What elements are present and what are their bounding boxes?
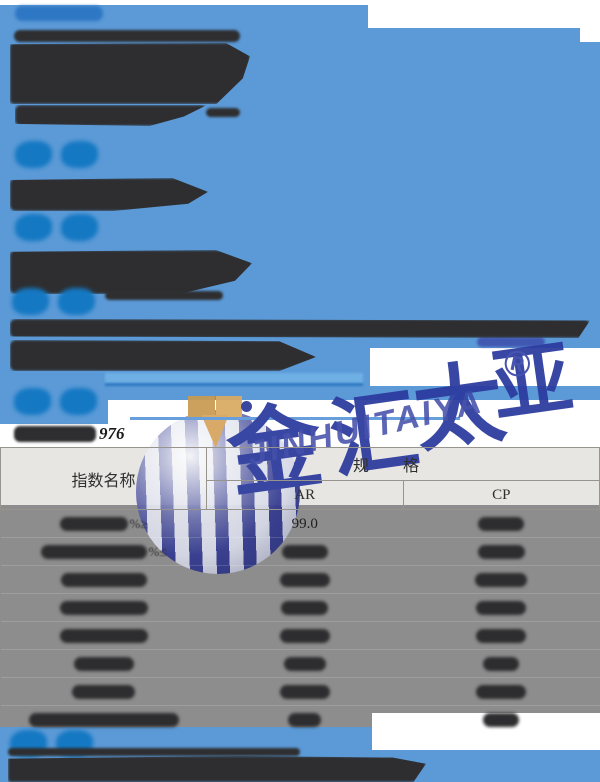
table-cell [206, 649, 403, 678]
blurred-cell-value [281, 600, 329, 615]
blurred-paragraph-bottom [8, 756, 426, 782]
heading-char-blob [60, 388, 97, 415]
blurred-cell-value [283, 656, 326, 671]
watermark-char-ya: 亚 [485, 329, 579, 435]
quality-standard-line: 976 [14, 424, 125, 444]
table-cell [206, 565, 403, 594]
blurred-text-fragment [105, 291, 223, 300]
blurred-text-line [8, 748, 300, 756]
top-nav-link-blurred[interactable] [15, 6, 103, 21]
heading-char-blob [61, 214, 98, 241]
table-cell [206, 705, 403, 733]
table-cell [403, 537, 600, 566]
table-cell [206, 621, 403, 650]
table-cell [0, 649, 207, 678]
blurred-cell-value [28, 712, 179, 727]
table-cell [0, 705, 207, 733]
spec-table-header: 指数名称 规格 AR CP [0, 447, 600, 510]
section-heading-blurred-4 [14, 388, 106, 420]
table-cell [403, 649, 600, 678]
balloon-cone [201, 415, 229, 448]
blurred-cell-value [288, 712, 322, 727]
blurred-cell-value [476, 628, 527, 643]
blurred-cell-value [476, 600, 527, 615]
spec-table-body: %≥ 99.0 %≤ [0, 509, 600, 733]
section-heading-blurred-3 [12, 288, 104, 320]
blurred-paragraph-3-line-1 [10, 319, 590, 338]
standard-code-visible-digits: 976 [99, 424, 125, 443]
col-header-cp: CP [402, 480, 600, 510]
blurred-cell-value [59, 628, 148, 643]
watermark-rule-line [130, 417, 460, 420]
blurred-cell-value [59, 516, 128, 531]
table-row [0, 649, 600, 678]
blurred-cell-value [72, 684, 135, 699]
table-row [0, 593, 600, 622]
highlight-notch [580, 28, 600, 42]
table-cell [206, 593, 403, 622]
table-cell: %≤ [0, 537, 207, 566]
table-cell [403, 509, 600, 538]
blurred-paragraph-3-line-2 [10, 340, 316, 371]
blurred-standard-code [14, 426, 96, 442]
blurred-cell-value [281, 544, 328, 559]
table-row [0, 705, 600, 733]
table-row: %≤ [0, 537, 600, 566]
blurred-cell-value [478, 516, 525, 531]
blurred-cell-value [60, 572, 147, 587]
col-header-index-name: 指数名称 [0, 447, 207, 510]
table-cell [206, 537, 403, 566]
section-heading-blurred-5 [10, 730, 102, 762]
blurred-text-tail [15, 105, 207, 126]
heading-char-blob [58, 288, 95, 315]
table-row [0, 621, 600, 650]
blurred-text-fragment [206, 108, 240, 117]
blurred-cell-value [475, 572, 528, 587]
table-row: %≥ 99.0 [0, 509, 600, 538]
heading-char-blob [61, 141, 98, 168]
blurred-cell-value [40, 544, 147, 559]
heading-char-blob [15, 141, 52, 168]
table-cell [0, 621, 207, 650]
specification-table: 指数名称 规格 AR CP %≥ 99.0 %≤ [0, 447, 600, 733]
table-row [0, 565, 600, 594]
heading-char-blob [14, 388, 51, 415]
table-cell [403, 565, 600, 594]
table-cell [0, 593, 207, 622]
table-cell [403, 621, 600, 650]
blurred-underlined-link[interactable] [105, 373, 363, 386]
table-cell [403, 677, 600, 706]
table-cell [206, 677, 403, 706]
highlight-stripe [0, 386, 600, 400]
blurred-title-block [10, 43, 250, 104]
registered-trademark-icon: ® [500, 340, 535, 387]
blurred-cell-value [73, 656, 134, 671]
col-header-spec: 规格 [206, 447, 600, 481]
table-cell [403, 593, 600, 622]
blurred-cell-value [279, 628, 330, 643]
table-cell [403, 705, 600, 733]
heading-char-blob [15, 214, 52, 241]
table-row [0, 677, 600, 706]
section-heading-blurred-1 [15, 141, 107, 173]
blurred-cell-value [476, 684, 527, 699]
blurred-cell-value [483, 656, 520, 671]
col-header-ar: AR [206, 480, 404, 510]
blurred-text-line [14, 30, 240, 42]
watermark-char-tai: 太 [407, 348, 511, 466]
blurred-cell-value [477, 544, 525, 559]
table-cell [0, 677, 207, 706]
blurred-cell-value [483, 712, 520, 727]
table-cell: 99.0 [206, 509, 403, 538]
table-cell [0, 565, 207, 594]
table-cell: %≥ [0, 509, 207, 538]
blurred-cell-value [279, 684, 330, 699]
blurred-cell-value [59, 600, 148, 615]
blurred-cell-value [279, 572, 330, 587]
section-heading-blurred-2 [15, 214, 107, 246]
heading-char-blob [12, 288, 49, 315]
balloon-dot [241, 401, 252, 412]
